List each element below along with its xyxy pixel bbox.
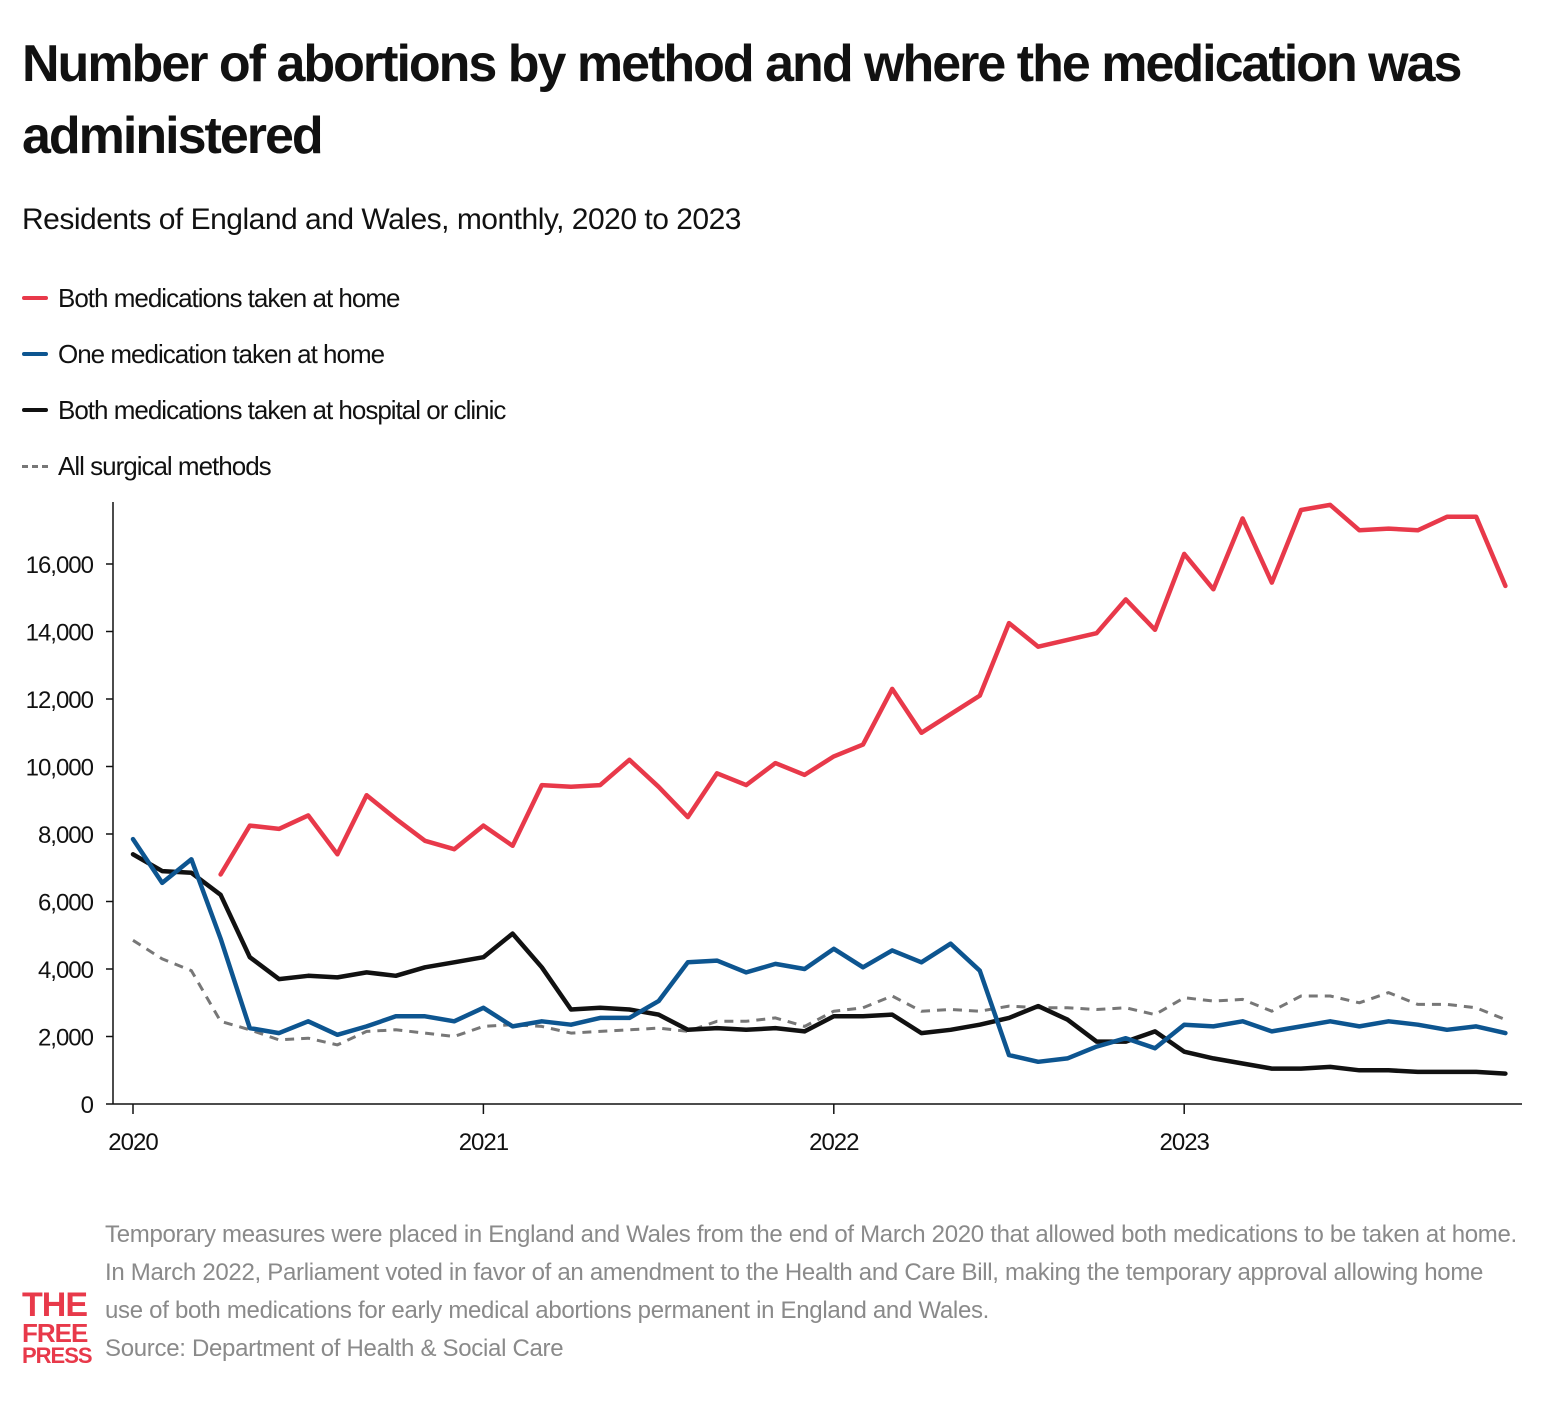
chart-title: Number of abortions by method and where … <box>22 35 1462 165</box>
y-tick-label: 10,000 <box>26 755 94 782</box>
chart-legend: Both medications taken at home One medic… <box>22 270 506 494</box>
legend-swatch-both-home <box>22 296 48 300</box>
y-tick-label: 8,000 <box>38 822 94 849</box>
series-line-both-medications-taken-at-home <box>218 502 1508 877</box>
x-tick-label: 2023 <box>1160 1129 1210 1156</box>
chart-footnote: Temporary measures were placed in Englan… <box>105 1221 1517 1324</box>
series-line-one-medication-taken-at-home <box>130 836 1508 1065</box>
y-tick-label: 6,000 <box>38 890 94 917</box>
y-axis: 0 2,000 4,000 6,000 8,000 10,000 12,000 14,000 1… <box>26 502 114 1119</box>
legend-label: Both medications taken at hospital or cl… <box>58 394 506 425</box>
x-axis: 2020 2021 2022 2023 <box>108 1103 1522 1156</box>
logo-line-free: FREE <box>22 1318 88 1348</box>
logo-line-press: PRESS <box>22 1343 93 1368</box>
legend-swatch-both-clinic <box>22 408 48 412</box>
legend-label: One medication taken at home <box>58 338 385 369</box>
legend-item-both-clinic: Both medications taken at hospital or cl… <box>22 382 506 438</box>
y-tick-label: 0 <box>81 1092 94 1119</box>
y-tick-label: 2,000 <box>38 1025 94 1052</box>
legend-swatch-one-home <box>22 352 48 356</box>
x-tick-label: 2020 <box>108 1129 158 1156</box>
logo-line-the: THE <box>22 1286 88 1324</box>
chart-source: Source: Department of Health & Social Ca… <box>105 1335 564 1362</box>
legend-item-one-home: One medication taken at home <box>22 326 505 382</box>
series-line-both-medications-taken-at-hospital-or-clinic <box>130 852 1508 1076</box>
series-layer <box>130 502 1508 1076</box>
legend-label: Both medications taken at home <box>58 282 400 313</box>
y-tick-label: 16,000 <box>26 552 94 579</box>
legend-swatch-surgical <box>22 464 48 468</box>
y-tick-label: 12,000 <box>26 687 94 714</box>
line-chart: 0 2,000 4,000 6,000 8,000 10,000 12,000 14,000 1… <box>26 502 1522 1156</box>
legend-item-both-home: Both medications taken at home <box>22 270 505 326</box>
y-tick-label: 14,000 <box>26 620 94 647</box>
legend-item-surgical: All surgical methods <box>22 438 505 494</box>
series-line-all-surgical-methods <box>132 939 1506 1047</box>
chart-subtitle: Residents of England and Wales, monthly,… <box>22 203 741 236</box>
y-tick-label: 4,000 <box>38 957 94 984</box>
legend-label: All surgical methods <box>58 450 272 481</box>
x-tick-label: 2022 <box>809 1129 859 1156</box>
x-tick-label: 2021 <box>459 1129 509 1156</box>
the-free-press-logo: THE FREE PRESS <box>22 1286 93 1368</box>
